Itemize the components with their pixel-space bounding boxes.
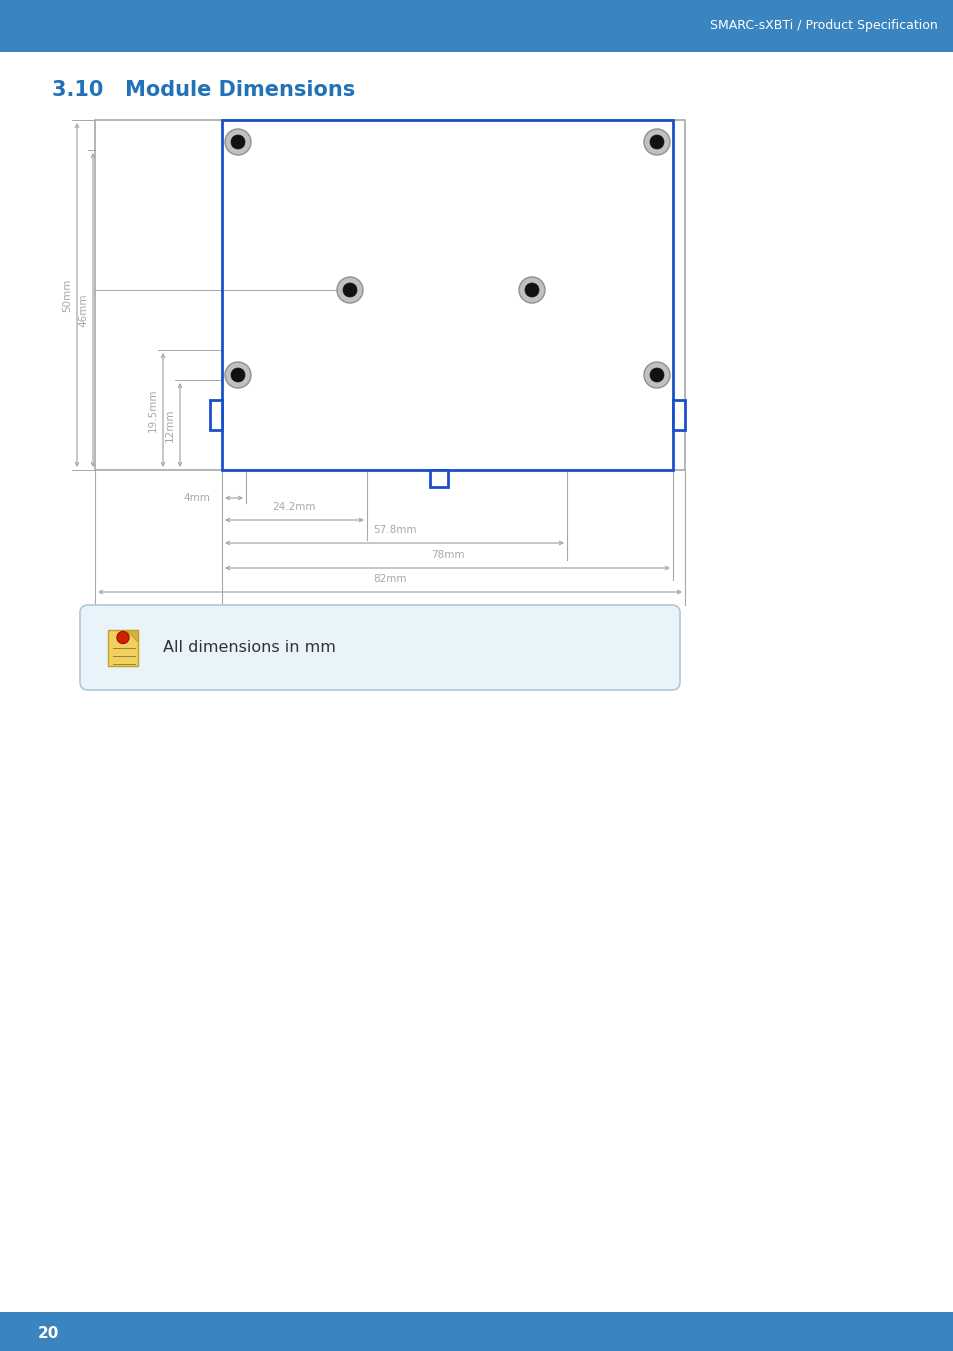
Circle shape	[231, 135, 245, 149]
Polygon shape	[126, 630, 138, 642]
Polygon shape	[672, 400, 684, 430]
Text: 12mm: 12mm	[165, 408, 174, 442]
Text: 57.8mm: 57.8mm	[373, 526, 416, 535]
Circle shape	[343, 282, 356, 297]
FancyBboxPatch shape	[80, 605, 679, 690]
Circle shape	[225, 128, 251, 155]
Text: 19.5mm: 19.5mm	[148, 388, 158, 432]
Text: SMARC-sXBTi / Product Specification: SMARC-sXBTi / Product Specification	[709, 19, 937, 32]
Circle shape	[649, 367, 663, 382]
Text: 46mm: 46mm	[78, 293, 88, 327]
Circle shape	[518, 277, 544, 303]
Text: 78mm: 78mm	[431, 550, 464, 561]
Circle shape	[231, 367, 245, 382]
Text: 3.10   Module Dimensions: 3.10 Module Dimensions	[52, 80, 355, 100]
Circle shape	[117, 631, 129, 643]
Circle shape	[643, 128, 669, 155]
Bar	[0, 1312, 953, 1351]
Text: All dimensions in mm: All dimensions in mm	[163, 640, 335, 655]
Text: 50mm: 50mm	[62, 278, 71, 312]
Text: 24.2mm: 24.2mm	[273, 503, 315, 512]
Text: 4mm: 4mm	[183, 493, 210, 503]
Circle shape	[643, 362, 669, 388]
Text: 20: 20	[38, 1325, 59, 1340]
Bar	[0, 0, 953, 51]
Bar	[222, 120, 672, 470]
FancyBboxPatch shape	[0, 0, 953, 51]
Circle shape	[524, 282, 538, 297]
Circle shape	[336, 277, 363, 303]
FancyBboxPatch shape	[0, 1312, 953, 1351]
Text: 82mm: 82mm	[373, 574, 406, 584]
Polygon shape	[210, 400, 222, 430]
Bar	[95, 120, 684, 470]
Polygon shape	[430, 470, 448, 486]
Circle shape	[225, 362, 251, 388]
Bar	[108, 630, 138, 666]
Circle shape	[649, 135, 663, 149]
